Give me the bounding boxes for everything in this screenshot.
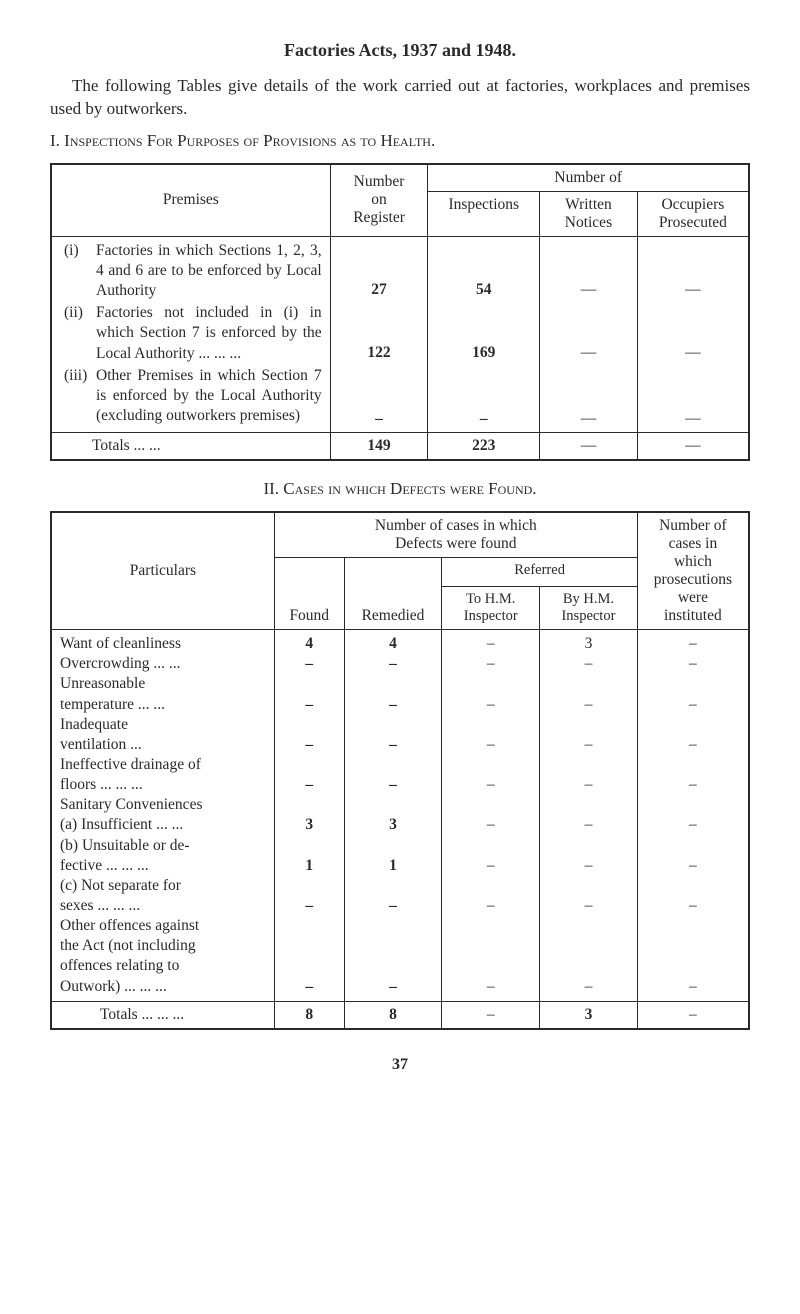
section-2-heading: II. Cases in which Defects were Found.: [50, 479, 750, 499]
totals-row: Totals ... ... ... 8 8 – 3 –: [51, 1001, 749, 1029]
th-number-of: Number of: [428, 164, 749, 192]
particulars-cell: Want of cleanlinessOvercrowding ... ...U…: [51, 630, 274, 1002]
totals-notices: —: [540, 433, 638, 461]
to-col: –– – – – – – – –: [442, 630, 540, 1002]
th-written-notices: Written Notices: [540, 191, 638, 236]
page-number: 37: [50, 1056, 750, 1074]
defects-table: Particulars Number of cases in which Def…: [50, 511, 750, 1030]
cell-notices: —: [540, 303, 638, 365]
th-by-hm: By H.M. Inspector: [540, 587, 638, 630]
section-1-text: Inspections For Purposes of Provisions a…: [64, 131, 435, 150]
cell-pros: —: [637, 303, 749, 365]
row-key: (ii): [64, 303, 96, 363]
totals-pros: —: [637, 433, 749, 461]
cell-reg: 27: [330, 236, 428, 303]
th-prosecutions: Number of cases in which prosecutions we…: [637, 512, 749, 630]
row-key: (i): [64, 241, 96, 301]
totals-label: Totals ... ... ...: [51, 1001, 274, 1029]
th-remedied: Remedied: [344, 558, 442, 630]
th-premises: Premises: [51, 164, 330, 237]
totals-found: 8: [274, 1001, 344, 1029]
th-found: Found: [274, 558, 344, 630]
totals-pros: –: [637, 1001, 749, 1029]
totals-row: Totals ... ... 149 223 — —: [51, 433, 749, 461]
th-number-on-register: Number on Register: [330, 164, 428, 237]
found-col: 4– – – – 3 1 – –: [274, 630, 344, 1002]
cell-reg: 122: [330, 303, 428, 365]
row-desc: Factories in which Sections 1, 2, 3, 4 a…: [96, 241, 322, 301]
th-inspections: Inspections: [428, 191, 540, 236]
table-row: (ii) Factories not included in (i) in wh…: [51, 303, 749, 365]
th-to-hm: To H.M. Inspector: [442, 587, 540, 630]
cell-pros: —: [637, 236, 749, 303]
intro-text: The following Tables give details of the…: [50, 76, 750, 118]
cell-pros: —: [637, 366, 749, 433]
totals-to: –: [442, 1001, 540, 1029]
cell-insp: 54: [428, 236, 540, 303]
remedied-col: 4– – – – 3 1 – –: [344, 630, 442, 1002]
cell-reg: –: [330, 366, 428, 433]
cell-insp: 169: [428, 303, 540, 365]
row-desc: Factories not included in (i) in which S…: [96, 303, 322, 363]
totals-remedied: 8: [344, 1001, 442, 1029]
cell-notices: —: [540, 366, 638, 433]
inspections-table: Premises Number on Register Number of In…: [50, 163, 750, 461]
totals-reg: 149: [330, 433, 428, 461]
section-1-heading: I. Inspections For Purposes of Provision…: [50, 131, 750, 151]
pros-col: –– – – – – – – –: [637, 630, 749, 1002]
totals-label: Totals ... ...: [51, 433, 330, 461]
intro-paragraph: The following Tables give details of the…: [50, 75, 750, 121]
totals-by: 3: [540, 1001, 638, 1029]
totals-insp: 223: [428, 433, 540, 461]
table-row: (i) Factories in which Sections 1, 2, 3,…: [51, 236, 749, 303]
th-particulars: Particulars: [51, 512, 274, 630]
table-row: Want of cleanlinessOvercrowding ... ...U…: [51, 630, 749, 1002]
row-desc: Other Premises in which Section 7 is enf…: [96, 366, 322, 426]
th-referred: Referred: [442, 558, 637, 587]
cell-insp: –: [428, 366, 540, 433]
th-number-cases-found: Number of cases in which Defects were fo…: [274, 512, 637, 558]
table-row: (iii) Other Premises in which Section 7 …: [51, 366, 749, 433]
row-key: (iii): [64, 366, 96, 426]
by-col: 3– – – – – – – –: [540, 630, 638, 1002]
th-occupiers-prosecuted: Occupiers Prosecuted: [637, 191, 749, 236]
page-title: Factories Acts, 1937 and 1948.: [50, 40, 750, 61]
cell-notices: —: [540, 236, 638, 303]
